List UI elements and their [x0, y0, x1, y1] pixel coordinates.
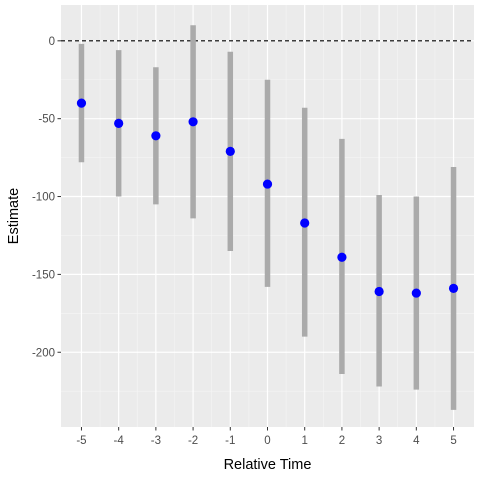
- x-axis: -5 -4 -3 -2 -1 0 1 2 3 4 5: [76, 427, 457, 447]
- estimate-point-3: [374, 286, 384, 297]
- x-tick-label-6: 1: [302, 435, 308, 447]
- estimate-point--3: [151, 131, 161, 141]
- x-tick-label-3: -2: [188, 435, 198, 447]
- x-tick-label-5: 0: [264, 435, 270, 447]
- x-tick-label-0: -5: [76, 435, 86, 447]
- y-tick-label-3: -150: [32, 269, 55, 281]
- y-tick-label-2: -100: [32, 192, 55, 204]
- x-tick-label-10: 5: [450, 435, 456, 447]
- estimate-point-2: [337, 252, 347, 262]
- x-tick-label-1: -4: [114, 435, 125, 447]
- x-tick-label-8: 3: [376, 435, 382, 447]
- estimate-point--4: [114, 118, 124, 128]
- x-axis-title: Relative Time: [224, 457, 312, 473]
- x-tick-label-9: 4: [413, 435, 420, 447]
- y-axis-title: Estimate: [6, 188, 22, 244]
- estimate-point--2: [188, 117, 198, 127]
- estimate-point--1: [225, 146, 235, 156]
- x-tick-label-2: -3: [151, 435, 161, 447]
- y-tick-label-1: -50: [38, 114, 55, 126]
- estimate-point-1: [300, 218, 310, 228]
- estimate-point--5: [76, 98, 87, 108]
- estimate-points: [76, 98, 459, 298]
- y-tick-label-4: -200: [32, 347, 55, 359]
- x-tick-label-4: -1: [225, 435, 235, 447]
- estimate-point-5: [448, 283, 459, 294]
- estimate-point-4: [411, 288, 421, 298]
- y-tick-label-0: 0: [49, 36, 55, 48]
- y-axis: 0 -50 -100 -150 -200: [32, 36, 61, 359]
- estimate-point-0: [262, 179, 273, 189]
- grid-minor: [61, 5, 474, 427]
- x-tick-label-7: 2: [339, 435, 345, 447]
